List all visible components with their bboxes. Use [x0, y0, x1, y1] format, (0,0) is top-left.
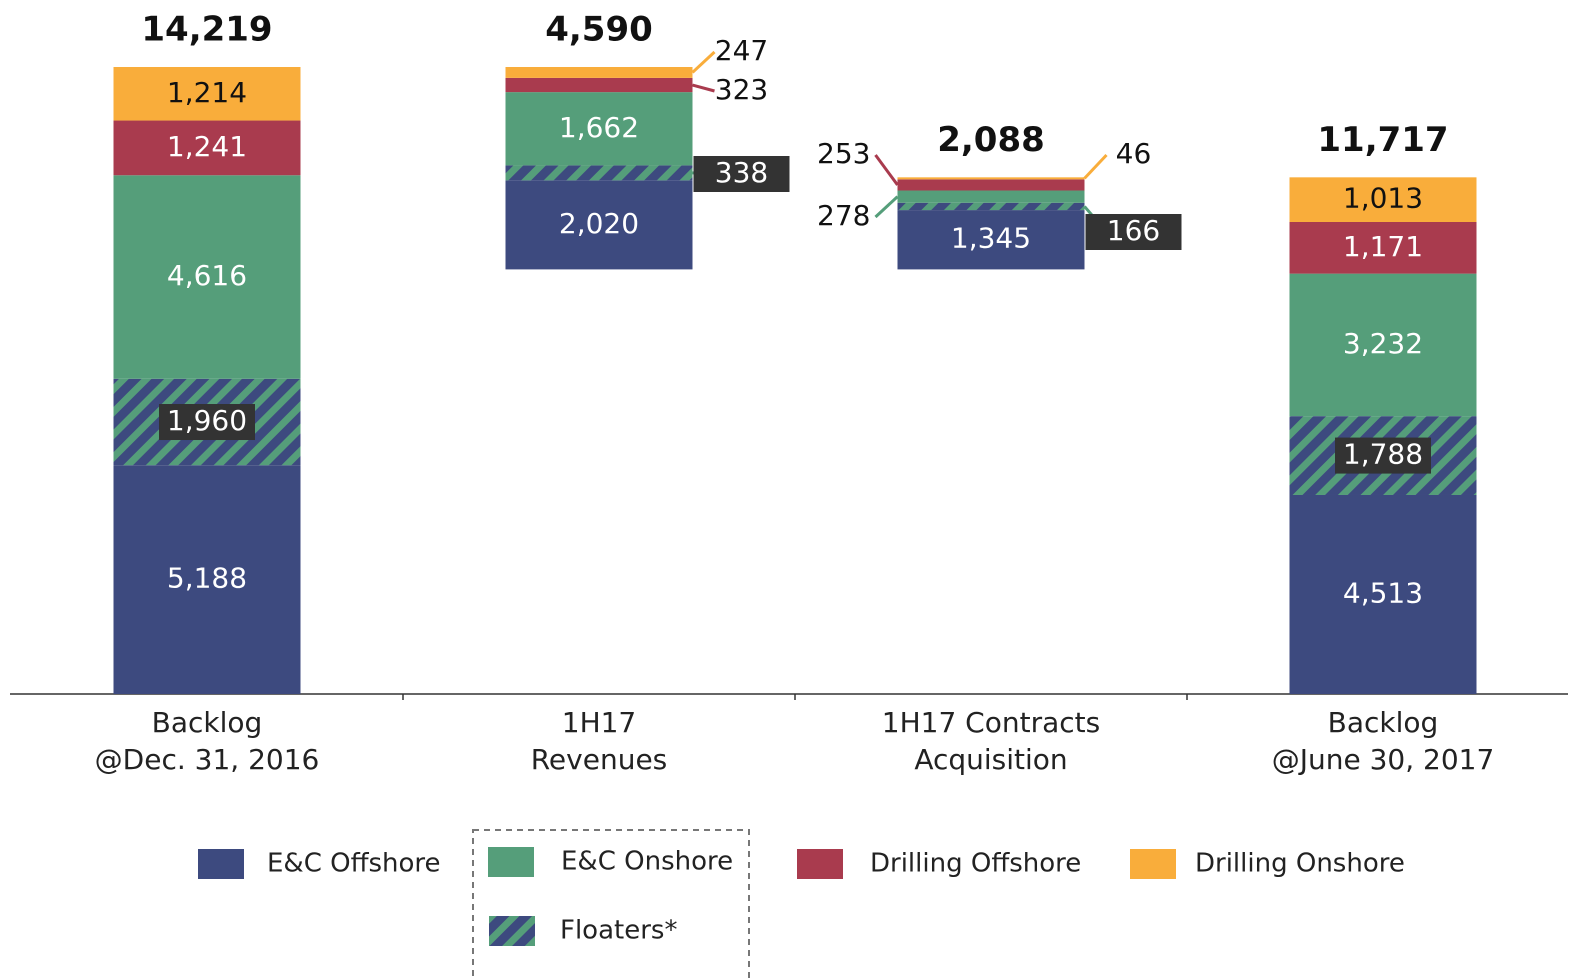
- x-tick-label: Revenues: [531, 743, 668, 776]
- leader-line: [874, 195, 899, 219]
- leader-line: [874, 154, 899, 186]
- legend-label: Drilling Offshore: [870, 849, 1081, 879]
- total-label: 4,590: [545, 10, 653, 50]
- x-tick-label: Backlog: [1328, 706, 1439, 739]
- x-tick-label: Acquisition: [914, 743, 1067, 776]
- value-label: 1,241: [167, 130, 247, 163]
- label-box: [693, 156, 790, 192]
- bar-segment: [897, 210, 1085, 270]
- x-tick-label: Backlog: [152, 706, 263, 739]
- legend-swatch: [797, 849, 843, 879]
- value-label: 1,214: [167, 76, 247, 109]
- value-label: 1,662: [559, 111, 639, 144]
- x-tick-label: @Dec. 31, 2016: [95, 743, 320, 776]
- value-label: 338: [715, 156, 768, 189]
- label-box: [159, 404, 255, 441]
- value-label: 247: [715, 34, 768, 67]
- legend-label: Floaters*: [560, 916, 677, 946]
- leader-line: [692, 83, 715, 93]
- value-label: 278: [817, 199, 870, 232]
- value-label: 4,616: [167, 259, 247, 292]
- bar-segment: [1289, 177, 1477, 222]
- x-tick-label: 1H17: [562, 706, 637, 739]
- value-label: 1,960: [167, 404, 247, 437]
- value-label: 1,345: [951, 222, 1031, 255]
- bar-segment: [505, 67, 693, 78]
- legend-swatch: [488, 847, 534, 877]
- bar-segment: [113, 120, 301, 176]
- x-tick-label: 1H17 Contracts: [882, 706, 1100, 739]
- legend-label: E&C Offshore: [267, 849, 441, 879]
- value-label: 166: [1107, 214, 1160, 247]
- value-label: 3,232: [1343, 327, 1423, 360]
- legend-group-box: [472, 829, 750, 979]
- legend-swatch: [198, 849, 244, 879]
- total-label: 11,717: [1317, 120, 1448, 160]
- bar-segment: [505, 77, 693, 93]
- legend-swatch: [1130, 849, 1176, 879]
- total-label: 2,088: [937, 120, 1045, 160]
- value-label: 5,188: [167, 562, 247, 595]
- bar-segment: [505, 92, 693, 166]
- bar-segment: [113, 175, 301, 379]
- total-label: 14,219: [141, 10, 272, 50]
- bar-segment: [897, 179, 1085, 191]
- bar-segment: [505, 180, 693, 270]
- x-tick-label: @June 30, 2017: [1272, 743, 1495, 776]
- leader-line: [691, 50, 716, 74]
- legend-label: Drilling Onshore: [1195, 849, 1405, 879]
- value-label: 1,171: [1343, 230, 1423, 263]
- value-label: 1,788: [1343, 438, 1423, 471]
- legend-swatch: [489, 916, 535, 946]
- value-label: 4,513: [1343, 576, 1423, 609]
- label-box: [1335, 437, 1431, 474]
- legend-label: E&C Onshore: [561, 847, 733, 877]
- bar-segment: [113, 465, 301, 694]
- value-label: 2,020: [559, 207, 639, 240]
- label-box: [1085, 214, 1182, 250]
- bar-segment: [897, 177, 1085, 180]
- leader-line: [1083, 153, 1108, 180]
- value-label: 46: [1116, 137, 1152, 170]
- bar-segment: [897, 190, 1085, 203]
- value-label: 323: [715, 73, 768, 106]
- bar-segment: [897, 202, 1085, 211]
- bar-segment: [1289, 494, 1477, 694]
- value-label: 1,013: [1343, 182, 1423, 215]
- bar-segment: [1289, 273, 1477, 417]
- bar-segment: [113, 67, 301, 121]
- value-label: 253: [817, 137, 870, 170]
- bar-segment: [505, 165, 693, 181]
- bar-segment: [1289, 221, 1477, 274]
